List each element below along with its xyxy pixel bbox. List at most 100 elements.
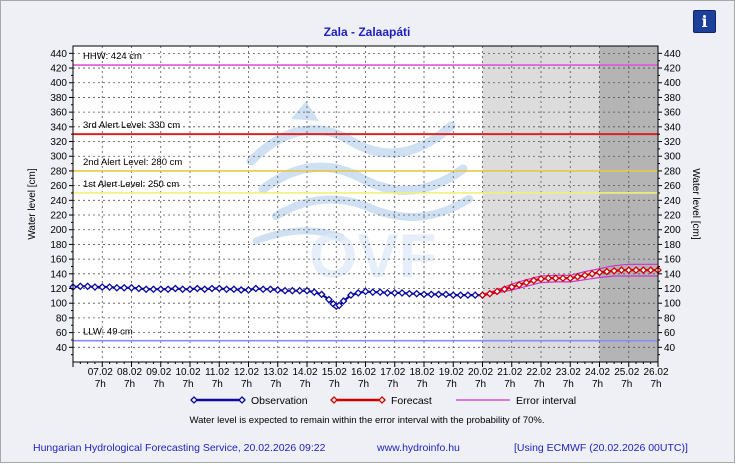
observation-point: [434, 290, 443, 299]
observation-point: [178, 285, 187, 294]
y-tick-label-left: 200: [50, 225, 67, 236]
x-tick-label-date: 25.02: [614, 367, 639, 378]
observation-point: [368, 288, 377, 297]
forecast-point: [544, 274, 553, 283]
x-tick-label-hour: 7h: [95, 379, 106, 390]
y-tick-label-right: 280: [664, 166, 681, 177]
observation-point: [222, 285, 231, 294]
observation-point: [288, 286, 297, 295]
observation-point: [456, 291, 465, 300]
y-tick-label-right: 100: [664, 299, 681, 310]
forecast-point: [500, 285, 509, 294]
level-label-alert3: 3rd Alert Level: 330 cm: [83, 120, 180, 131]
legend-label: Error interval: [516, 395, 576, 407]
y-tick-label-left: 120: [50, 284, 67, 295]
chart-title: Zala - Zalaapáti: [324, 25, 411, 39]
observation-point: [354, 289, 363, 297]
forecast-point: [537, 275, 545, 283]
observation-point: [237, 286, 246, 294]
x-tick-label-date: 09.02: [146, 367, 171, 378]
observation-point: [266, 285, 275, 294]
legend-label: Observation: [251, 395, 308, 407]
y-tick-label-right: 240: [664, 196, 681, 207]
forecast-point: [573, 272, 582, 281]
x-tick-label-date: 18.02: [409, 367, 434, 378]
x-tick-label-date: 21.02: [497, 367, 522, 378]
y-axis-title-left: Water level [cm]: [27, 168, 38, 240]
y-tick-label-left: 220: [50, 211, 67, 222]
observation-point: [83, 282, 92, 291]
forecast-point: [522, 278, 531, 287]
forecast-point: [602, 267, 611, 276]
observation-point: [200, 285, 209, 294]
observation-point: [229, 285, 238, 294]
y-tick-label-right: 140: [664, 269, 681, 280]
observation-point: [361, 287, 370, 296]
y-tick-label-left: 360: [50, 108, 67, 119]
observation-point: [105, 283, 114, 291]
observation-point: [398, 289, 406, 297]
forecast-region-dark: [599, 46, 658, 362]
x-tick-label-date: 19.02: [439, 367, 464, 378]
observation-point: [193, 284, 202, 293]
x-tick-label-date: 23.02: [556, 367, 581, 378]
observation-point: [463, 291, 472, 300]
y-tick-label-left: 320: [50, 137, 67, 148]
observation-point: [91, 283, 99, 291]
observation-point: [134, 284, 143, 293]
observation-point: [149, 285, 158, 294]
y-tick-label-right: 80: [664, 313, 676, 324]
info-icon: i: [701, 12, 708, 31]
observation-point: [156, 285, 165, 294]
y-tick-label-left: 380: [50, 93, 67, 104]
x-tick-label-date: 08.02: [117, 367, 142, 378]
level-label-llw: LLW: 49 cm: [83, 327, 133, 338]
legend-marker-forecast: [330, 396, 338, 404]
y-tick-label-right: 200: [664, 225, 681, 236]
x-axis: 07.027h08.027h09.027h10.027h11.027h12.02…: [72, 362, 669, 390]
x-tick-label-date: 15.02: [322, 367, 347, 378]
forecast-point: [617, 266, 626, 275]
forecast-point: [646, 266, 655, 275]
footer-model: [Using ECMWF (20.02.2026 00UTC)]: [514, 442, 688, 454]
y-tick-label-right: 360: [664, 108, 681, 119]
y-tick-label-left: 340: [50, 122, 67, 133]
x-tick-label-hour: 7h: [650, 379, 661, 390]
x-tick-label-hour: 7h: [329, 379, 340, 390]
observation-point: [442, 290, 450, 299]
y-tick-label-left: 400: [50, 78, 67, 89]
observation-point: [317, 290, 326, 299]
forecast-point: [493, 287, 502, 296]
observation-point: [449, 291, 458, 300]
legend-marker-forecast: [378, 396, 386, 404]
observation-point: [471, 291, 480, 300]
y-tick-label-left: 100: [50, 299, 67, 310]
observation-point: [412, 289, 421, 298]
observation-point: [244, 286, 253, 294]
x-tick-label-hour: 7h: [153, 379, 164, 390]
forecast-point: [639, 266, 648, 275]
y-tick-label-right: 260: [664, 181, 681, 192]
x-tick-label-hour: 7h: [416, 379, 427, 390]
y-axis-left: 40 60 80 100 120 140 160 180 200 220 240 260 280 300 3…: [50, 49, 73, 356]
observation-point: [427, 290, 436, 299]
observation-point: [295, 286, 304, 295]
footer-website[interactable]: www.hydroinfo.hu: [376, 442, 460, 454]
forecast-point: [566, 274, 575, 283]
y-tick-label-right: 40: [664, 343, 676, 354]
y-tick-label-left: 260: [50, 181, 67, 192]
info-button[interactable]: i: [693, 10, 716, 33]
threshold-lines: HHW: 424 cm 3rd Alert Level: 330 cm 2nd Al…: [73, 51, 658, 342]
observation-point: [420, 290, 428, 299]
x-tick-label-hour: 7h: [387, 379, 398, 390]
observation-point: [405, 289, 414, 298]
forecast-point: [632, 266, 640, 275]
y-tick-label-left: 300: [50, 152, 67, 163]
observation-point: [383, 289, 392, 297]
observation-point: [390, 289, 399, 297]
y-tick-label-right: 60: [664, 328, 676, 339]
probability-note: Water level is expected to remain within…: [189, 415, 544, 426]
forecast-point: [515, 280, 523, 289]
x-tick-label-hour: 7h: [182, 379, 193, 390]
